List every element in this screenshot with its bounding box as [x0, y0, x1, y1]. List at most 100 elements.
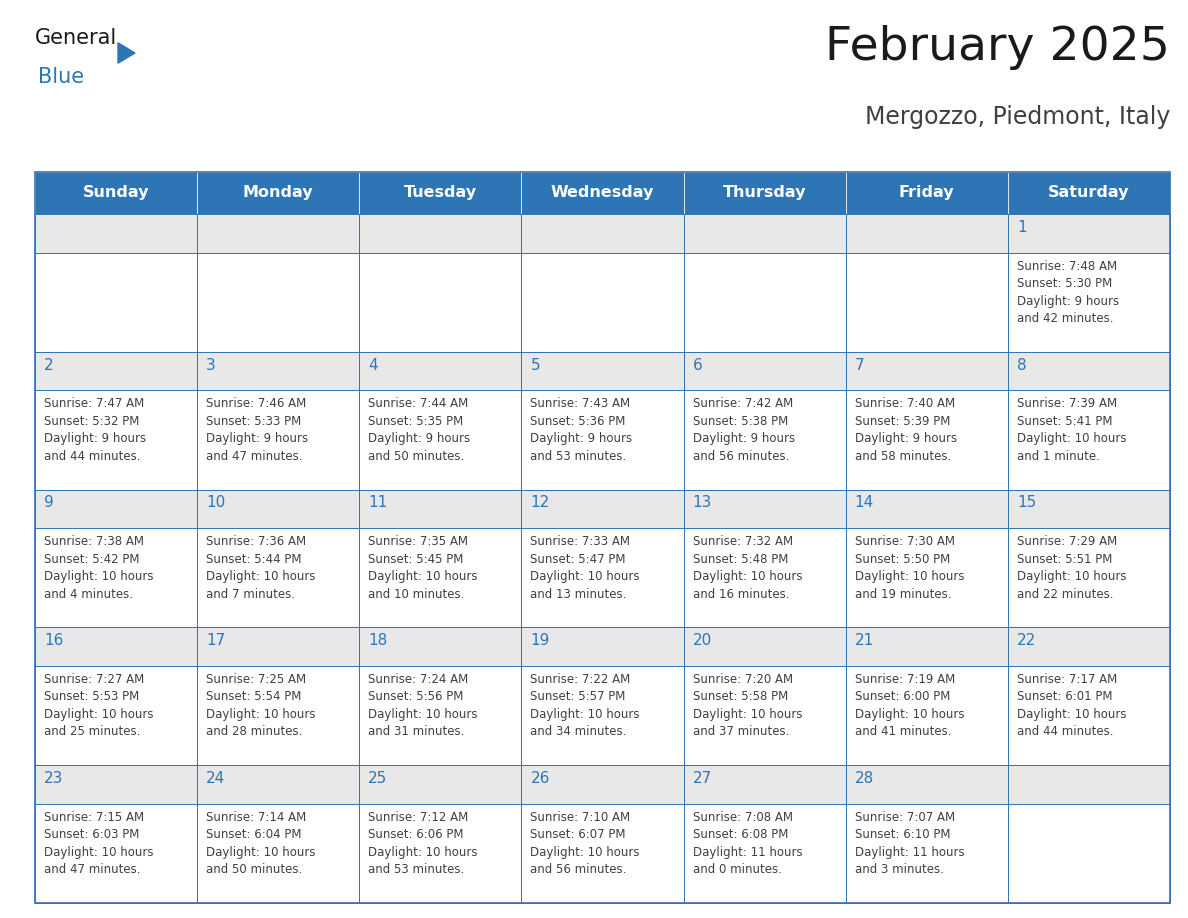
Text: Sunset: 5:35 PM: Sunset: 5:35 PM — [368, 415, 463, 428]
Text: Daylight: 10 hours: Daylight: 10 hours — [530, 570, 640, 583]
Text: Sunset: 6:00 PM: Sunset: 6:00 PM — [854, 690, 950, 703]
Bar — [683, 172, 846, 214]
Text: and 0 minutes.: and 0 minutes. — [693, 863, 782, 877]
Text: Sunset: 5:39 PM: Sunset: 5:39 PM — [854, 415, 950, 428]
Text: and 56 minutes.: and 56 minutes. — [530, 863, 627, 877]
Text: and 34 minutes.: and 34 minutes. — [530, 725, 627, 738]
Text: Daylight: 10 hours: Daylight: 10 hours — [854, 570, 965, 583]
Text: and 10 minutes.: and 10 minutes. — [368, 588, 465, 600]
Bar — [846, 352, 1007, 390]
Text: Sunrise: 7:35 AM: Sunrise: 7:35 AM — [368, 535, 468, 548]
Bar — [846, 627, 1007, 666]
Text: 7: 7 — [854, 358, 865, 373]
Text: Sunset: 6:07 PM: Sunset: 6:07 PM — [530, 828, 626, 841]
Bar — [34, 627, 197, 766]
Text: Sunset: 5:42 PM: Sunset: 5:42 PM — [44, 553, 139, 565]
Bar — [359, 214, 522, 252]
Text: 19: 19 — [530, 633, 550, 648]
Bar — [1007, 627, 1170, 666]
Bar — [846, 489, 1007, 627]
Bar — [846, 766, 1007, 903]
Text: Daylight: 10 hours: Daylight: 10 hours — [368, 845, 478, 858]
Bar — [522, 766, 683, 903]
Text: Sunset: 5:47 PM: Sunset: 5:47 PM — [530, 553, 626, 565]
Text: 24: 24 — [207, 771, 226, 786]
Bar — [683, 352, 846, 390]
Text: 6: 6 — [693, 358, 702, 373]
Bar — [1007, 214, 1170, 352]
Text: Sunrise: 7:10 AM: Sunrise: 7:10 AM — [530, 811, 631, 823]
Bar — [359, 627, 522, 666]
Text: Sunrise: 7:29 AM: Sunrise: 7:29 AM — [1017, 535, 1117, 548]
Bar — [359, 172, 522, 214]
Text: Sunset: 5:36 PM: Sunset: 5:36 PM — [530, 415, 626, 428]
Text: Sunrise: 7:17 AM: Sunrise: 7:17 AM — [1017, 673, 1117, 686]
Text: and 58 minutes.: and 58 minutes. — [854, 450, 950, 463]
Bar — [846, 766, 1007, 804]
Text: Daylight: 10 hours: Daylight: 10 hours — [207, 845, 316, 858]
Text: Sunset: 5:58 PM: Sunset: 5:58 PM — [693, 690, 788, 703]
Text: Daylight: 10 hours: Daylight: 10 hours — [1017, 432, 1126, 445]
Text: 1: 1 — [1017, 219, 1026, 235]
Bar — [34, 489, 197, 627]
Text: Daylight: 9 hours: Daylight: 9 hours — [207, 432, 308, 445]
Text: Sunrise: 7:08 AM: Sunrise: 7:08 AM — [693, 811, 792, 823]
Bar — [197, 489, 359, 627]
Text: Sunrise: 7:48 AM: Sunrise: 7:48 AM — [1017, 260, 1117, 273]
Text: 10: 10 — [207, 496, 226, 510]
Text: 5: 5 — [530, 358, 541, 373]
Text: Saturday: Saturday — [1048, 185, 1130, 200]
Text: Sunset: 5:57 PM: Sunset: 5:57 PM — [530, 690, 626, 703]
Text: Sunrise: 7:42 AM: Sunrise: 7:42 AM — [693, 397, 792, 410]
Text: Sunrise: 7:15 AM: Sunrise: 7:15 AM — [44, 811, 144, 823]
Text: Thursday: Thursday — [722, 185, 807, 200]
Text: and 3 minutes.: and 3 minutes. — [854, 863, 943, 877]
Text: Daylight: 10 hours: Daylight: 10 hours — [207, 708, 316, 721]
Bar — [197, 214, 359, 352]
Text: Sunrise: 7:19 AM: Sunrise: 7:19 AM — [854, 673, 955, 686]
Text: Daylight: 10 hours: Daylight: 10 hours — [530, 845, 640, 858]
Text: 21: 21 — [854, 633, 874, 648]
Text: and 47 minutes.: and 47 minutes. — [207, 450, 303, 463]
Text: Mergozzo, Piedmont, Italy: Mergozzo, Piedmont, Italy — [865, 105, 1170, 129]
Bar — [34, 766, 197, 804]
Text: Daylight: 11 hours: Daylight: 11 hours — [693, 845, 802, 858]
Bar — [34, 172, 1170, 903]
Text: Sunrise: 7:38 AM: Sunrise: 7:38 AM — [44, 535, 144, 548]
Text: Sunrise: 7:39 AM: Sunrise: 7:39 AM — [1017, 397, 1117, 410]
Bar — [34, 214, 197, 252]
Text: Sunset: 6:10 PM: Sunset: 6:10 PM — [854, 828, 950, 841]
Text: Daylight: 10 hours: Daylight: 10 hours — [368, 570, 478, 583]
Bar — [359, 489, 522, 528]
Text: Sunset: 5:48 PM: Sunset: 5:48 PM — [693, 553, 788, 565]
Bar — [522, 352, 683, 489]
Bar — [197, 489, 359, 528]
Text: 2: 2 — [44, 358, 53, 373]
Text: and 28 minutes.: and 28 minutes. — [207, 725, 303, 738]
Text: and 1 minute.: and 1 minute. — [1017, 450, 1100, 463]
Text: Daylight: 10 hours: Daylight: 10 hours — [854, 708, 965, 721]
Text: Sunset: 5:44 PM: Sunset: 5:44 PM — [207, 553, 302, 565]
Text: Sunrise: 7:25 AM: Sunrise: 7:25 AM — [207, 673, 307, 686]
Bar — [683, 766, 846, 804]
Bar — [846, 352, 1007, 489]
Text: February 2025: February 2025 — [826, 25, 1170, 70]
Text: and 16 minutes.: and 16 minutes. — [693, 588, 789, 600]
Bar — [359, 627, 522, 766]
Text: Sunset: 5:41 PM: Sunset: 5:41 PM — [1017, 415, 1112, 428]
Text: 12: 12 — [530, 496, 550, 510]
Bar — [846, 627, 1007, 766]
Text: Sunset: 5:56 PM: Sunset: 5:56 PM — [368, 690, 463, 703]
Text: Daylight: 10 hours: Daylight: 10 hours — [1017, 570, 1126, 583]
Text: 3: 3 — [207, 358, 216, 373]
Text: 9: 9 — [44, 496, 53, 510]
Text: and 44 minutes.: and 44 minutes. — [44, 450, 140, 463]
Bar — [522, 766, 683, 804]
Bar — [197, 766, 359, 903]
Bar — [359, 352, 522, 390]
Text: and 13 minutes.: and 13 minutes. — [530, 588, 627, 600]
Text: 17: 17 — [207, 633, 226, 648]
Bar — [683, 766, 846, 903]
Text: 25: 25 — [368, 771, 387, 786]
Bar — [359, 214, 522, 352]
